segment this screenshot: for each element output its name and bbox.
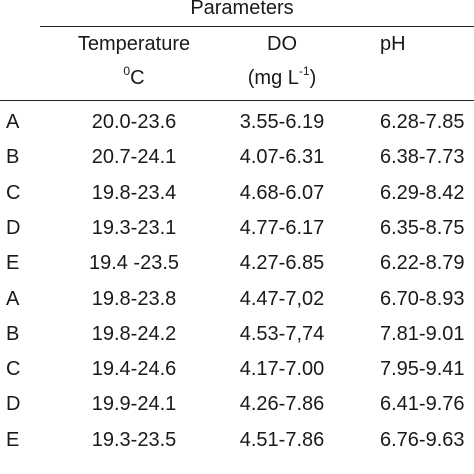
group-header-rule: [40, 26, 474, 27]
temperature-cell: 20.7-24.1: [91, 146, 177, 168]
temperature-cell: 20.0-23.6: [91, 111, 177, 133]
temperature-cell: 19.4 -23.5: [88, 252, 180, 274]
column-header-temperature: Temperature: [77, 33, 191, 55]
unit-temperature-symbol: C: [130, 67, 145, 89]
column-header-ph: pH: [380, 33, 406, 55]
do-cell: 3.55-6.19: [239, 111, 325, 133]
unit-do-prefix: (mg L: [247, 67, 299, 89]
temperature-cell: 19.9-24.1: [91, 393, 177, 415]
temperature-cell: 19.3-23.5: [91, 429, 177, 451]
unit-temperature-degree: 0: [123, 64, 131, 78]
temperature-cell: 19.8-23.4: [91, 182, 177, 204]
ph-cell: 6.28-7.85: [380, 111, 465, 133]
unit-temperature: 0C: [62, 64, 206, 92]
do-cell: 4.47-7,02: [239, 288, 325, 310]
row-label: C: [6, 182, 21, 204]
row-label: D: [6, 217, 21, 239]
group-header: Parameters: [190, 0, 294, 19]
ph-cell: 6.41-9.76: [380, 393, 465, 415]
temperature-cell: 19.4-24.6: [91, 358, 177, 380]
unit-do-exponent: -1: [298, 64, 310, 78]
temperature-cell: 19.3-23.1: [91, 217, 177, 239]
ph-cell: 6.38-7.73: [380, 146, 465, 168]
row-label: E: [6, 252, 20, 274]
ph-cell: 6.35-8.75: [380, 217, 465, 239]
unit-do: (mg L-1): [226, 64, 338, 92]
temperature-cell: 19.8-24.2: [91, 323, 177, 345]
ph-cell: 7.95-9.41: [380, 358, 465, 380]
row-label: A: [6, 111, 20, 133]
ph-cell: 6.76-9.63: [380, 429, 465, 451]
do-cell: 4.17-7.00: [239, 358, 325, 380]
ph-cell: 6.29-8.42: [380, 182, 465, 204]
ph-cell: 7.81-9.01: [380, 323, 465, 345]
column-header-do: DO: [267, 33, 297, 55]
do-cell: 4.26-7.86: [239, 393, 325, 415]
ph-cell: 6.22-8.79: [380, 252, 465, 274]
row-label: C: [6, 358, 21, 380]
do-cell: 4.68-6.07: [239, 182, 325, 204]
row-label: B: [6, 146, 20, 168]
row-label: A: [6, 288, 20, 310]
row-label: D: [6, 393, 21, 415]
ph-cell: 6.70-8.93: [380, 288, 465, 310]
do-cell: 4.53-7,74: [239, 323, 325, 345]
do-cell: 4.27-6.85: [239, 252, 325, 274]
do-cell: 4.51-7.86: [239, 429, 325, 451]
unit-do-suffix: ): [309, 67, 317, 89]
row-label: E: [6, 429, 20, 451]
do-cell: 4.77-6.17: [239, 217, 325, 239]
temperature-cell: 19.8-23.8: [91, 288, 177, 310]
row-label: B: [6, 323, 20, 345]
header-rule: [0, 100, 474, 101]
do-cell: 4.07-6.31: [239, 146, 325, 168]
